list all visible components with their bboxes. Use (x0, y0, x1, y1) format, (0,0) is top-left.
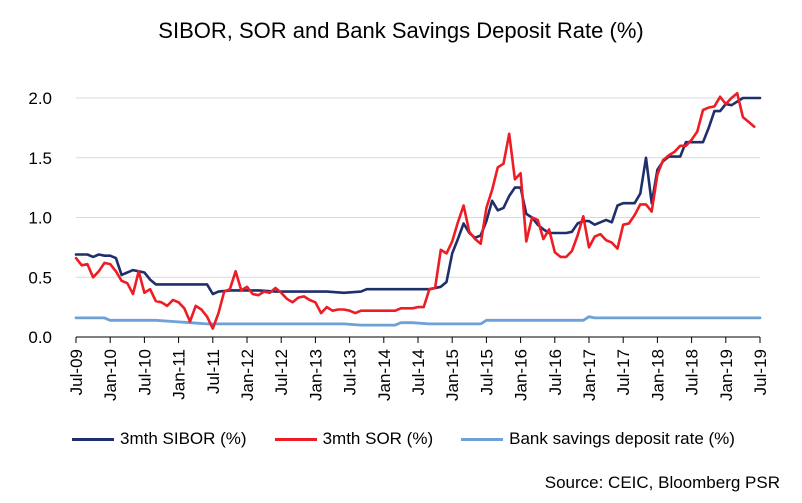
series-line-1 (74, 91, 756, 330)
legend-item-sor: 3mth SOR (%) (274, 429, 434, 449)
x-tick-label: Jul-17 (614, 349, 633, 395)
x-tick-label: Jul-15 (477, 349, 496, 395)
legend-item-savings: Bank savings deposit rate (%) (461, 429, 735, 449)
y-tick-label: 0.5 (28, 268, 52, 287)
x-tick-label: Jan-11 (170, 349, 189, 400)
series-line-0 (74, 96, 762, 296)
legend-item-sibor: 3mth SIBOR (%) (72, 429, 247, 449)
x-tick-label: Jul-12 (272, 349, 291, 395)
x-tick-labels: Jul-09 Jan-10 Jul-10 Jan-11 Jul-11 Jan-12 Jul-… (67, 349, 770, 401)
x-tick-label: Jul-11 (204, 349, 223, 394)
legend-swatch-sor (274, 437, 317, 441)
legend-label-sor: 3mth SOR (%) (322, 429, 434, 448)
legend-label-sibor: 3mth SIBOR (%) (120, 429, 247, 448)
y-tick-label: 1.0 (28, 209, 52, 228)
x-tick-label: Jan-14 (375, 349, 394, 401)
source-note: Source: CEIC, Bloomberg PSR (544, 473, 780, 492)
legend-label-savings: Bank savings deposit rate (%) (509, 429, 735, 448)
x-tick-label: Jul-19 (751, 349, 770, 395)
y-tick-label: 2.0 (28, 89, 52, 108)
x-tick-label: Jan-19 (717, 349, 736, 401)
x-tick-label: Jan-12 (238, 349, 257, 401)
y-tick-labels: 0.0 0.5 1.0 1.5 2.0 (28, 89, 52, 347)
legend: 3mth SIBOR (%) 3mth SOR (%) Bank savings… (72, 428, 735, 450)
series-line-2 (74, 315, 762, 327)
x-tick-label: Jan-13 (306, 349, 325, 401)
x-tick-label: Jul-18 (683, 349, 702, 395)
grid-lines (76, 97, 760, 278)
x-tick-label: Jul-13 (341, 349, 360, 395)
x-tick-label: Jan-16 (512, 349, 531, 401)
x-tick-label: Jul-14 (409, 349, 428, 395)
x-tick-label: Jan-18 (648, 349, 667, 401)
x-tick-label: Jan-17 (580, 349, 599, 401)
legend-swatch-savings (461, 437, 504, 441)
x-tick-label: Jul-10 (135, 349, 154, 395)
legend-swatch-sibor (72, 437, 114, 441)
x-tick-label: Jul-16 (546, 349, 565, 395)
chart-title: SIBOR, SOR and Bank Savings Deposit Rate… (158, 18, 644, 43)
series-lines (74, 91, 762, 330)
x-tick-label: Jul-09 (67, 349, 86, 395)
x-tick-label: Jan-10 (101, 349, 120, 401)
y-tick-label: 0.0 (28, 328, 52, 347)
axes (75, 336, 761, 343)
x-tick-label: Jan-15 (443, 349, 462, 401)
y-tick-label: 1.5 (28, 149, 52, 168)
